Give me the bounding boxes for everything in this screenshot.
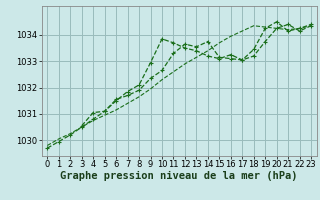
X-axis label: Graphe pression niveau de la mer (hPa): Graphe pression niveau de la mer (hPa) [60,171,298,181]
